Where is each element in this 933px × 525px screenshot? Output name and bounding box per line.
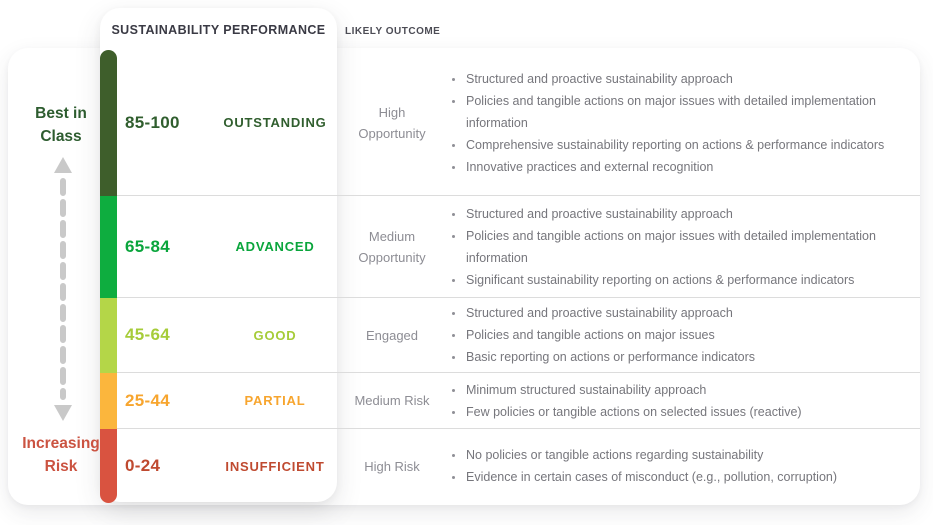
bullet-icon xyxy=(452,334,455,337)
score-range: 45-64 xyxy=(125,325,170,344)
bullet-icon xyxy=(452,476,455,479)
score-bar-segment-advanced xyxy=(100,196,117,298)
score-bar-segment-outstanding xyxy=(100,50,117,196)
criteria-text: Comprehensive sustainability reporting o… xyxy=(466,137,885,152)
criteria-text: Policies and tangible actions on major i… xyxy=(466,93,876,130)
criteria-list: Structured and proactive sustainability … xyxy=(447,203,920,291)
criteria-item: No policies or tangible actions regardin… xyxy=(452,444,920,466)
criteria-item: Minimum structured sustainability approa… xyxy=(452,379,920,401)
criteria-item: Comprehensive sustainability reporting o… xyxy=(452,134,920,156)
criteria-text: Significant sustainability reporting on … xyxy=(466,272,855,287)
criteria-list: Structured and proactive sustainability … xyxy=(447,68,920,178)
bullet-icon xyxy=(452,278,455,282)
rating-label: INSUFFICIENT xyxy=(225,458,325,474)
rating-label: ADVANCED xyxy=(235,239,315,254)
outcome-label: High Risk xyxy=(364,458,420,474)
outcome-column-header: LIKELY OUTCOME xyxy=(345,26,441,37)
criteria-item: Structured and proactive sustainability … xyxy=(452,302,920,324)
rating-rows: 85-100 OUTSTANDING High Opportunity Stru… xyxy=(117,50,920,503)
outcome-label: High Opportunity xyxy=(358,104,426,141)
bullet-icon xyxy=(452,454,455,457)
risk-gradient-arrow-icon xyxy=(54,157,72,421)
bullet-icon xyxy=(452,77,455,81)
score-bar-segment-partial xyxy=(100,373,117,429)
score-range: 65-84 xyxy=(125,236,170,256)
criteria-text: Structured and proactive sustainability … xyxy=(466,306,733,320)
outcome-label: Medium Opportunity xyxy=(358,228,426,265)
score-range: 25-44 xyxy=(125,390,170,410)
outcome-label: Medium Risk xyxy=(354,393,430,408)
score-color-bar xyxy=(100,50,117,503)
score-range: 85-100 xyxy=(125,112,180,132)
bullet-icon xyxy=(452,312,455,315)
rating-row-partial: 25-44 PARTIAL Medium Risk Minimum struct… xyxy=(117,373,920,429)
criteria-item: Evidence in certain cases of misconduct … xyxy=(452,466,920,488)
criteria-text: Structured and proactive sustainability … xyxy=(466,71,733,86)
criteria-text: Minimum structured sustainability approa… xyxy=(466,382,707,397)
criteria-text: Evidence in certain cases of misconduct … xyxy=(466,470,838,484)
rating-label: GOOD xyxy=(253,327,297,343)
outcome-label: Engaged xyxy=(365,327,419,343)
bullet-icon xyxy=(452,165,455,169)
bullet-icon xyxy=(452,388,455,392)
criteria-text: Policies and tangible actions on major i… xyxy=(466,228,876,265)
criteria-text: No policies or tangible actions regardin… xyxy=(466,448,764,462)
increasing-risk-label: Increasing Risk xyxy=(22,435,100,475)
criteria-text: Structured and proactive sustainability … xyxy=(466,206,733,221)
criteria-text: Innovative practices and external recogn… xyxy=(466,159,714,174)
rating-row-outstanding: 85-100 OUTSTANDING High Opportunity Stru… xyxy=(117,50,920,196)
rating-label: PARTIAL xyxy=(244,393,306,408)
criteria-list: Structured and proactive sustainability … xyxy=(447,302,920,368)
criteria-item: Policies and tangible actions on major i… xyxy=(452,225,920,269)
best-in-class-label: Best in Class xyxy=(35,105,87,145)
criteria-text: Basic reporting on actions or performanc… xyxy=(466,350,756,364)
criteria-item: Few policies or tangible actions on sele… xyxy=(452,401,920,423)
rating-row-insufficient: 0-24 INSUFFICIENT High Risk No policies … xyxy=(117,429,920,503)
criteria-text: Few policies or tangible actions on sele… xyxy=(466,404,802,419)
criteria-item: Structured and proactive sustainability … xyxy=(452,203,920,225)
criteria-item: Basic reporting on actions or performanc… xyxy=(452,346,920,368)
score-bar-segment-insufficient xyxy=(100,429,117,503)
bullet-icon xyxy=(452,143,455,147)
sustainability-performance-card xyxy=(100,8,337,502)
score-range: 0-24 xyxy=(125,456,161,475)
score-bar-segment-good xyxy=(100,298,117,373)
bullet-icon xyxy=(452,212,455,216)
rating-row-advanced: 65-84 ADVANCED Medium Opportunity Struct… xyxy=(117,196,920,298)
bullet-icon xyxy=(452,234,455,238)
criteria-item: Structured and proactive sustainability … xyxy=(452,68,920,90)
bullet-icon xyxy=(452,410,455,414)
rating-row-good: 45-64 GOOD Engaged Structured and proact… xyxy=(117,298,920,373)
criteria-list: Minimum structured sustainability approa… xyxy=(447,379,920,423)
criteria-item: Policies and tangible actions on major i… xyxy=(452,324,920,346)
criteria-text: Policies and tangible actions on major i… xyxy=(466,328,715,342)
criteria-item: Policies and tangible actions on major i… xyxy=(452,90,920,134)
bullet-icon xyxy=(452,99,455,103)
bullet-icon xyxy=(452,356,455,359)
performance-column-header: SUSTAINABILITY PERFORMANCE xyxy=(111,23,326,37)
criteria-item: Significant sustainability reporting on … xyxy=(452,269,920,291)
criteria-list: No policies or tangible actions regardin… xyxy=(447,444,920,488)
criteria-item: Innovative practices and external recogn… xyxy=(452,156,920,178)
rating-label: OUTSTANDING xyxy=(223,115,327,130)
